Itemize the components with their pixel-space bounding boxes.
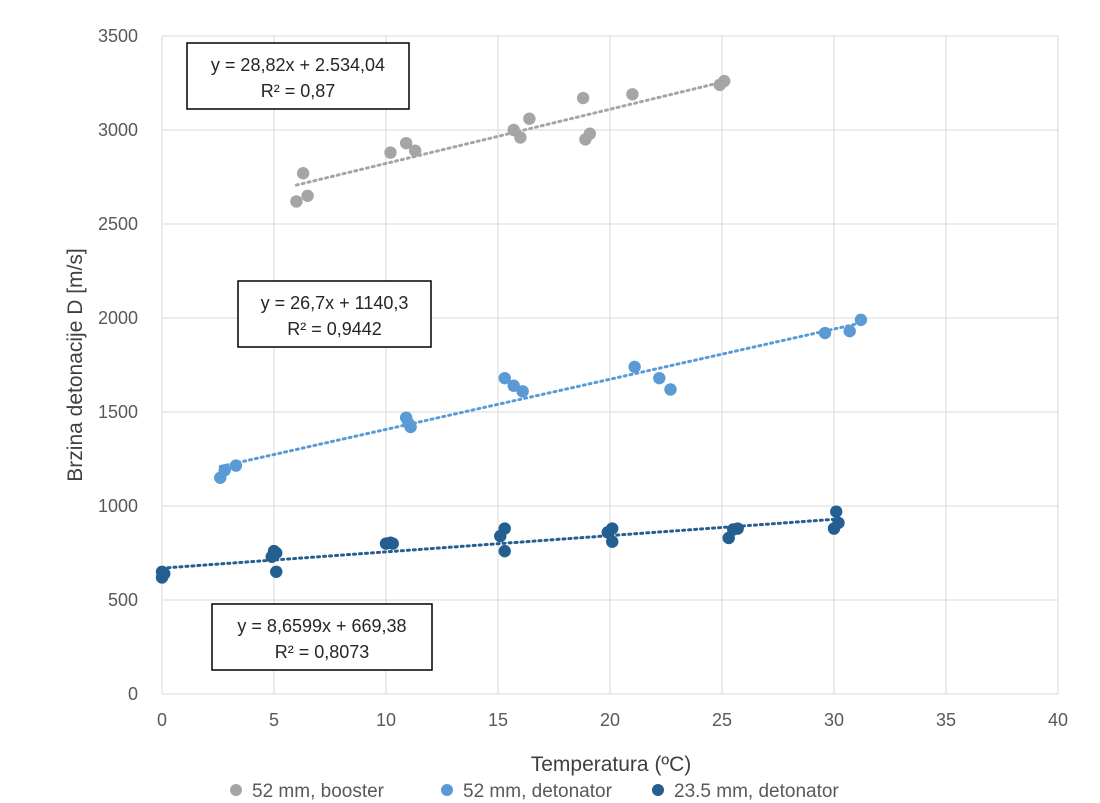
y-tick-label: 1500 bbox=[98, 402, 138, 422]
gridlines bbox=[161, 35, 1059, 695]
data-point bbox=[830, 505, 843, 518]
data-point bbox=[218, 464, 231, 477]
data-point bbox=[523, 112, 536, 125]
data-point bbox=[606, 535, 619, 548]
data-point bbox=[270, 546, 283, 560]
y-tick-label: 2000 bbox=[98, 308, 138, 328]
r-squared: R² = 0,87 bbox=[261, 81, 336, 101]
data-point bbox=[606, 522, 619, 535]
y-tick-label: 500 bbox=[108, 590, 138, 610]
x-tick-label: 30 bbox=[824, 710, 844, 730]
y-tick-label: 2500 bbox=[98, 214, 138, 234]
equation-box bbox=[211, 603, 433, 671]
data-point bbox=[576, 91, 590, 105]
data-point bbox=[653, 371, 666, 385]
equation-box bbox=[237, 280, 432, 348]
x-tick-label: 20 bbox=[600, 710, 620, 730]
data-point bbox=[626, 88, 639, 101]
data-point bbox=[386, 537, 399, 550]
equation-box bbox=[186, 42, 410, 110]
data-point bbox=[384, 146, 397, 159]
data-point bbox=[498, 371, 511, 385]
x-tick-label: 35 bbox=[936, 710, 956, 730]
data-points bbox=[155, 74, 868, 584]
trend-equation: y = 28,82x + 2.534,04 bbox=[211, 55, 385, 75]
data-point bbox=[158, 567, 171, 580]
y-tick-label: 3000 bbox=[98, 120, 138, 140]
x-tick-label: 25 bbox=[712, 710, 732, 730]
y-tick-label: 3500 bbox=[98, 26, 138, 46]
data-point bbox=[498, 544, 511, 558]
x-tick-label: 5 bbox=[269, 710, 279, 730]
x-tick-label: 15 bbox=[488, 710, 508, 730]
data-point bbox=[290, 195, 303, 208]
equation-boxes: y = 28,82x + 2.534,04 R² = 0,87 y = 26,7x … bbox=[186, 42, 433, 671]
trend-equation: y = 8,6599x + 669,38 bbox=[237, 616, 406, 636]
data-point bbox=[832, 516, 845, 530]
y-tick-label: 0 bbox=[128, 684, 138, 704]
data-point bbox=[516, 385, 529, 398]
data-point bbox=[583, 127, 597, 140]
trend-equation: y = 26,7x + 1140,3 bbox=[261, 293, 409, 313]
data-point bbox=[664, 383, 677, 396]
data-point bbox=[507, 379, 520, 392]
legend-label: 52 mm, detonator bbox=[463, 781, 613, 802]
data-point bbox=[296, 167, 310, 180]
x-tick-label: 0 bbox=[157, 710, 167, 730]
legend-marker bbox=[652, 784, 664, 796]
trendline bbox=[218, 322, 858, 469]
legend-label: 52 mm, booster bbox=[252, 781, 385, 802]
legend-marker bbox=[230, 784, 242, 796]
y-axis-title: Brzina detonacije D [m/s] bbox=[64, 248, 87, 481]
legend-marker bbox=[441, 784, 453, 796]
r-squared: R² = 0,8073 bbox=[275, 642, 370, 662]
data-point bbox=[854, 313, 868, 327]
legend: 52 mm, booster 52 mm, detonator 23.5 mm, d… bbox=[230, 781, 839, 802]
data-point bbox=[301, 189, 314, 202]
tick-labels: 0 5 10 15 20 25 30 35 40 0 500 1000 1500 2000 2500 3000… bbox=[98, 26, 1068, 730]
x-tick-label: 10 bbox=[376, 710, 396, 730]
r-squared: R² = 0,9442 bbox=[287, 319, 382, 339]
data-point bbox=[408, 144, 422, 157]
x-tick-label: 40 bbox=[1048, 710, 1068, 730]
data-point bbox=[628, 360, 641, 374]
data-point bbox=[514, 131, 527, 144]
data-point bbox=[718, 74, 731, 88]
data-point bbox=[843, 324, 856, 338]
x-axis-title: Temperatura (ºC) bbox=[531, 753, 692, 776]
data-point bbox=[404, 420, 417, 434]
data-point bbox=[399, 136, 413, 150]
data-point bbox=[498, 522, 511, 535]
data-point bbox=[229, 459, 243, 472]
data-point bbox=[270, 565, 283, 578]
y-tick-label: 1000 bbox=[98, 496, 138, 516]
legend-label: 23.5 mm, detonator bbox=[674, 781, 839, 802]
data-point bbox=[731, 522, 744, 535]
data-point bbox=[818, 326, 832, 340]
